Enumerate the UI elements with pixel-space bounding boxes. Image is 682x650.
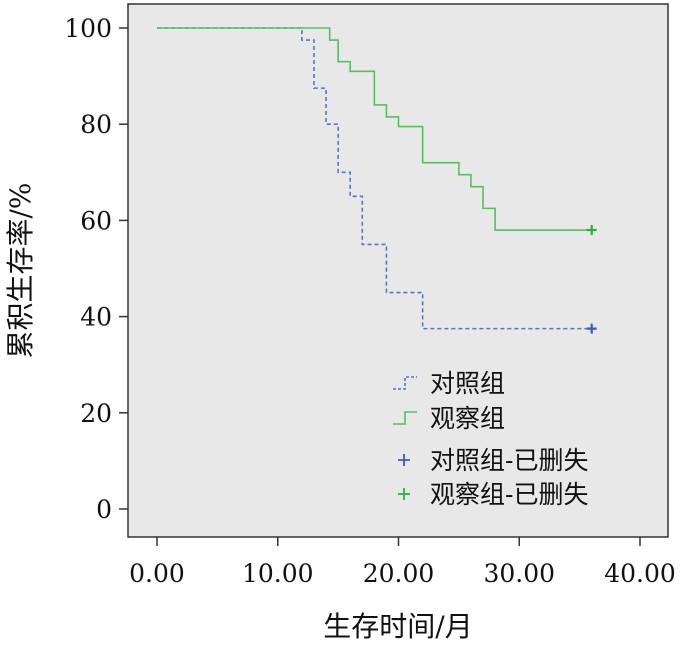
legend-item-control: 对照组 [393,369,505,398]
legend-item-observation: 观察组 [393,404,505,433]
y-tick-label: 40 [80,303,112,332]
y-tick-label: 60 [80,206,112,235]
legend-symbol-observation-solid-step [393,411,417,425]
legend: 对照组 观察组 对照组-已删失 观察组-已删失 [393,369,588,509]
censor-point-control [586,323,597,334]
x-axis-label: 生存时间/月 [323,610,472,643]
legend-label-control-censored: 对照组-已删失 [430,446,588,475]
x-tick-label: 0.00 [129,559,185,588]
y-tick-label: 20 [80,399,112,428]
series-line-control [157,27,592,330]
curves [157,27,592,330]
x-tick-label: 10.00 [242,559,314,588]
axes: 0 20 40 60 80 100 0.00 10.00 20.00 30.00 40.00 [64,14,676,588]
legend-label-control: 对照组 [430,369,505,398]
y-tick-label: 80 [80,110,112,139]
legend-label-observation-censored: 观察组-已删失 [430,480,588,509]
legend-symbol-control-dashed-step [393,376,417,390]
legend-symbol-control-censored-plus [398,454,410,466]
y-tick-label: 0 [96,495,112,524]
x-tick-label: 20.00 [363,559,435,588]
y-axis-label: 累积生存率/% [4,182,37,358]
x-tick-label: 40.00 [604,559,676,588]
plot-area [127,3,669,538]
series-line-observation [157,27,592,231]
y-tick-label: 100 [64,14,112,43]
censor-marks [586,225,597,334]
censor-point-observation [586,225,597,236]
legend-item-observation-censored: 观察组-已删失 [398,480,588,509]
legend-label-observation: 观察组 [430,404,505,433]
x-tick-label: 30.00 [483,559,555,588]
legend-item-control-censored: 对照组-已删失 [398,446,588,475]
legend-symbol-observation-censored-plus [398,488,410,500]
